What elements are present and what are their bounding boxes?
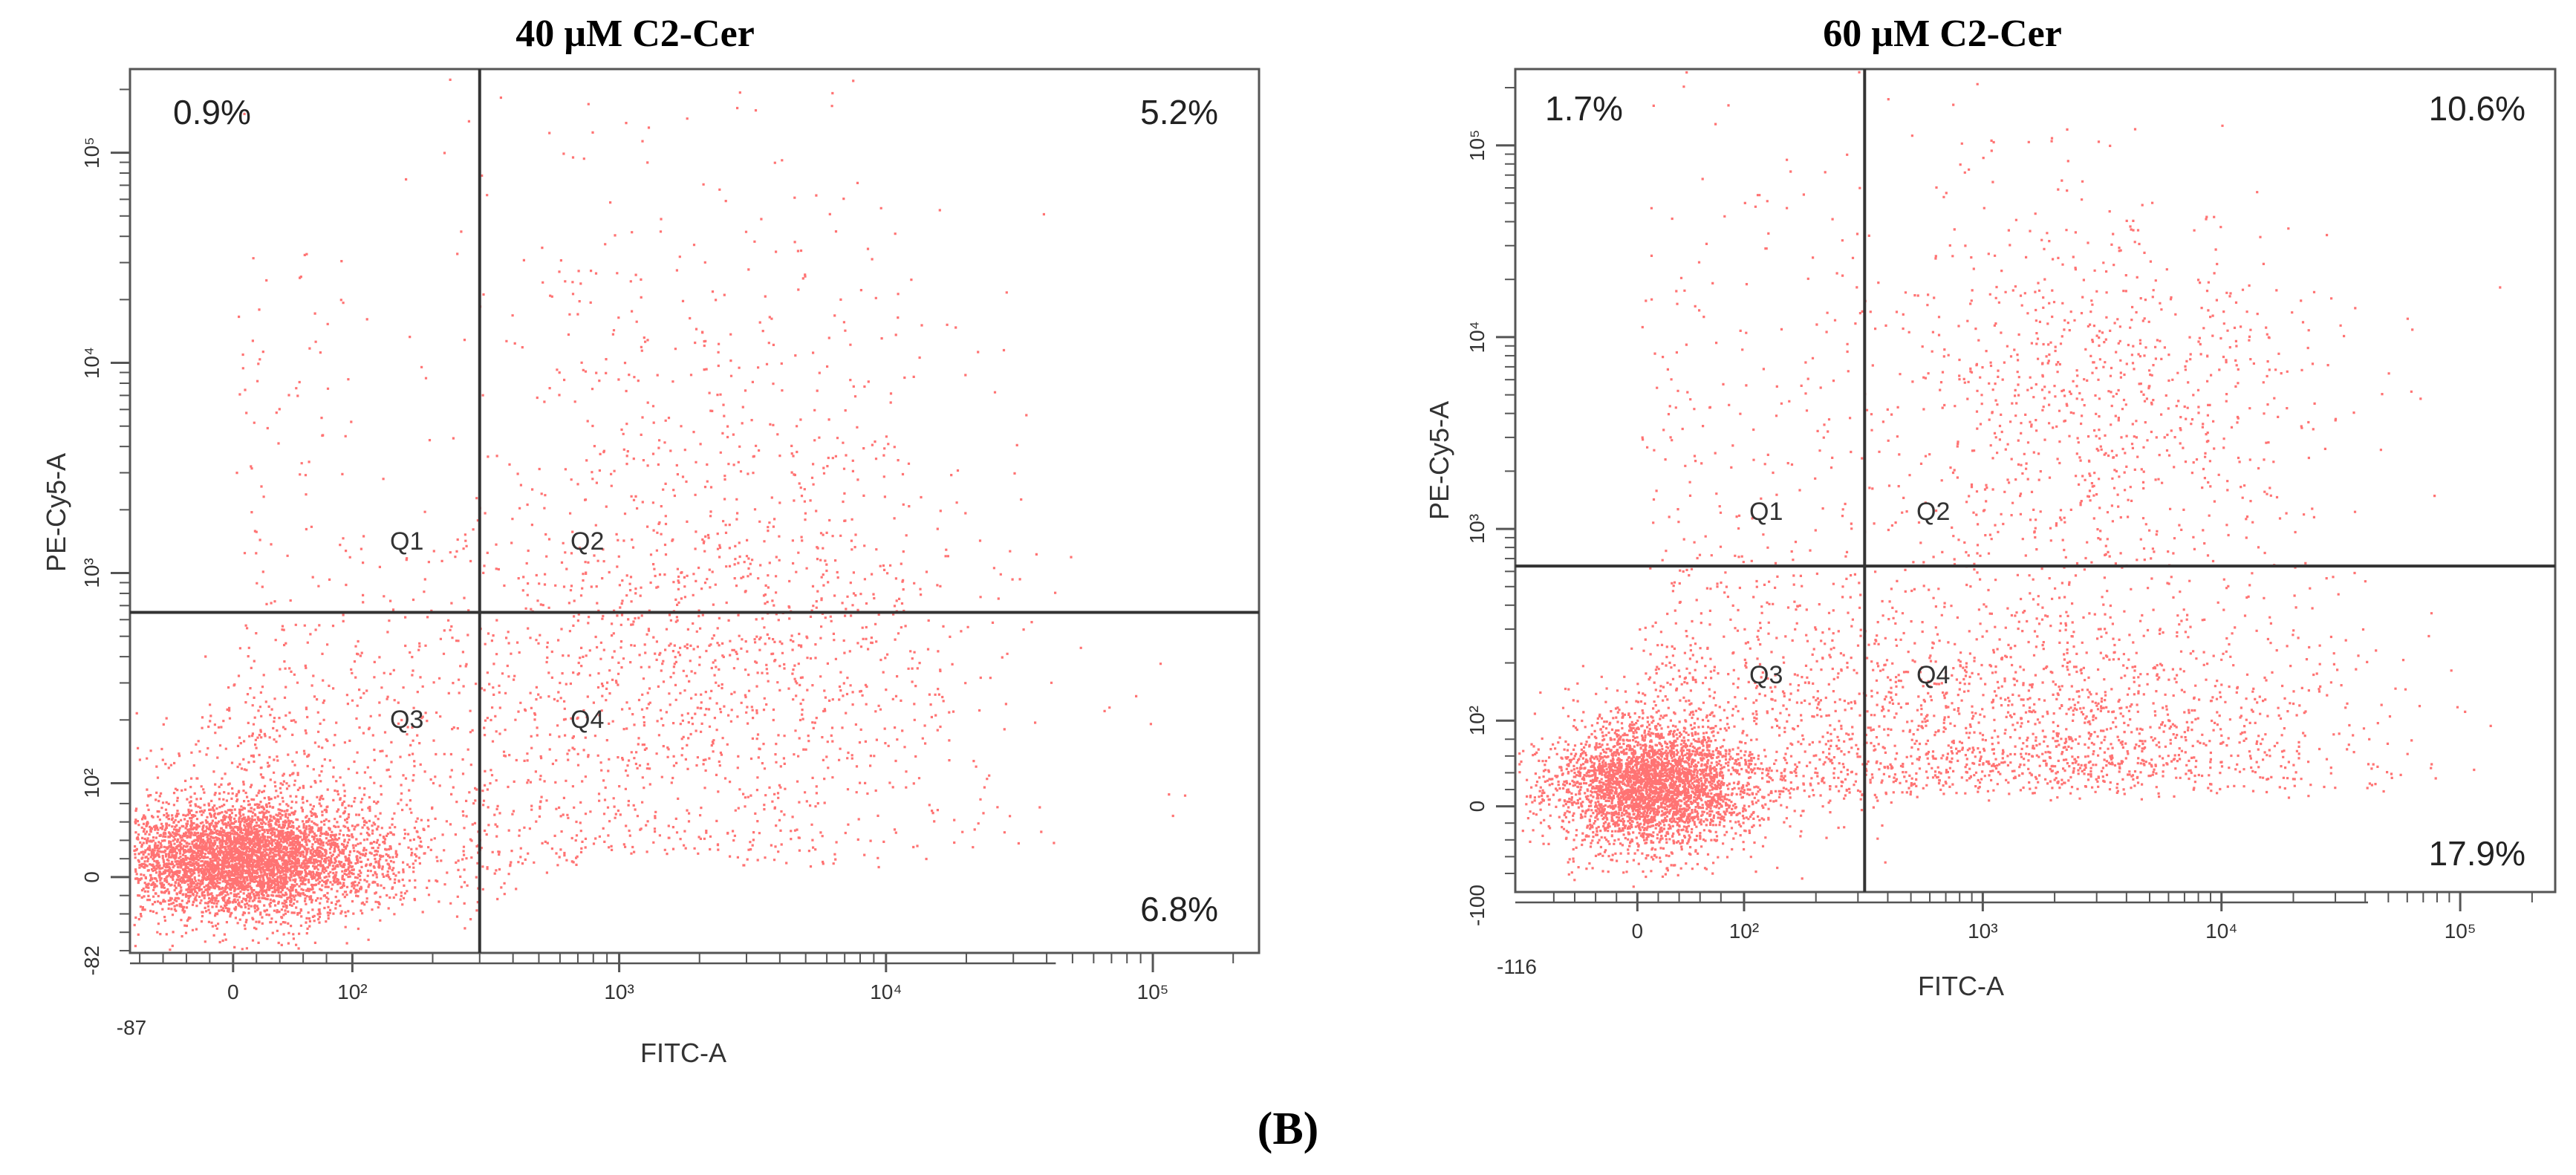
y-tick-label: 10⁴ bbox=[80, 347, 103, 379]
x-tick-label: 10³ bbox=[1968, 920, 1997, 943]
y-tick-label: 10⁵ bbox=[1466, 129, 1489, 161]
y-axis-label: PE-Cy5-A bbox=[41, 453, 71, 572]
panel-title: 40 µM C2-Cer bbox=[515, 13, 755, 55]
q1-label: Q1 bbox=[1749, 498, 1783, 526]
x-tick-label: 10⁵ bbox=[2445, 920, 2476, 943]
y-tick-label: 10² bbox=[80, 768, 103, 798]
scatter-points bbox=[133, 78, 1187, 951]
scatter-dots bbox=[1518, 71, 2502, 888]
x-tick-label: 10² bbox=[1729, 920, 1759, 943]
panel-title: 60 µM C2-Cer bbox=[1823, 13, 2062, 55]
q4-percent: 6.8% bbox=[1140, 890, 1218, 928]
x-tick-label: 10³ bbox=[604, 980, 634, 1003]
x-tick-label: 10⁵ bbox=[1137, 980, 1169, 1003]
y-tick-label: 10² bbox=[1466, 706, 1489, 735]
y-tick-label: 0 bbox=[80, 871, 103, 883]
plot-frame bbox=[129, 68, 1261, 954]
q1-percent: 1.7% bbox=[1545, 89, 1623, 128]
x-min-label: -87 bbox=[117, 1016, 146, 1039]
y-tick-label: 10⁵ bbox=[80, 137, 103, 169]
x-min-label: -116 bbox=[1497, 955, 1537, 978]
q3-label: Q3 bbox=[390, 706, 423, 734]
x-tick-label: 0 bbox=[1632, 920, 1644, 943]
y-tick-label: 10⁴ bbox=[1466, 321, 1489, 353]
y-axis-label: PE-Cy5-A bbox=[1424, 401, 1454, 520]
x-axis: 0 10² 10³ 10⁴ 10⁵ -116 bbox=[1497, 892, 2533, 978]
q1-label: Q1 bbox=[390, 527, 423, 556]
q4-label: Q4 bbox=[1916, 661, 1950, 689]
y-min-label: -100 bbox=[1466, 885, 1489, 926]
y-min-label: -82 bbox=[80, 945, 103, 975]
y-tick-label: 10³ bbox=[1466, 514, 1489, 544]
y-axis: 0 10² 10³ 10⁴ 10⁵ -100 bbox=[1466, 87, 1515, 926]
y-axis: 0 10² 10³ 10⁴ 10⁵ -82 bbox=[80, 88, 130, 975]
x-axis-label: FITC-A bbox=[1918, 971, 2004, 1001]
x-tick-label: 10⁴ bbox=[870, 980, 902, 1003]
q2-label: Q2 bbox=[570, 527, 604, 556]
q4-label: Q4 bbox=[570, 706, 604, 734]
figure-label: (B) bbox=[1257, 1104, 1319, 1154]
panel-40um: 40 µM C2-Cer 0.9% 5.2% 6.8% Q1 Q2 Q3 Q4 … bbox=[41, 13, 1261, 1068]
q1-percent: 0.9% bbox=[173, 93, 251, 131]
x-axis-label: FITC-A bbox=[640, 1038, 726, 1068]
panel-60um: 60 µM C2-Cer 1.7% 10.6% 17.9% Q1 Q2 Q3 Q… bbox=[1424, 13, 2557, 1001]
x-tick-label: 10² bbox=[337, 980, 367, 1003]
q3-label: Q3 bbox=[1749, 661, 1783, 689]
x-axis: 0 10² 10³ 10⁴ 10⁵ -87 bbox=[117, 953, 1235, 1039]
q2-label: Q2 bbox=[1916, 498, 1950, 526]
scatter-points bbox=[1518, 71, 2502, 888]
y-tick-label: 10³ bbox=[80, 558, 103, 588]
y-tick-label: 0 bbox=[1466, 801, 1489, 813]
x-tick-label: 0 bbox=[227, 980, 239, 1003]
scatter-dots bbox=[133, 78, 1187, 951]
x-tick-label: 10⁴ bbox=[2205, 920, 2237, 943]
q4-percent: 17.9% bbox=[2429, 834, 2525, 873]
q2-percent: 10.6% bbox=[2429, 89, 2525, 128]
q2-percent: 5.2% bbox=[1140, 93, 1218, 131]
